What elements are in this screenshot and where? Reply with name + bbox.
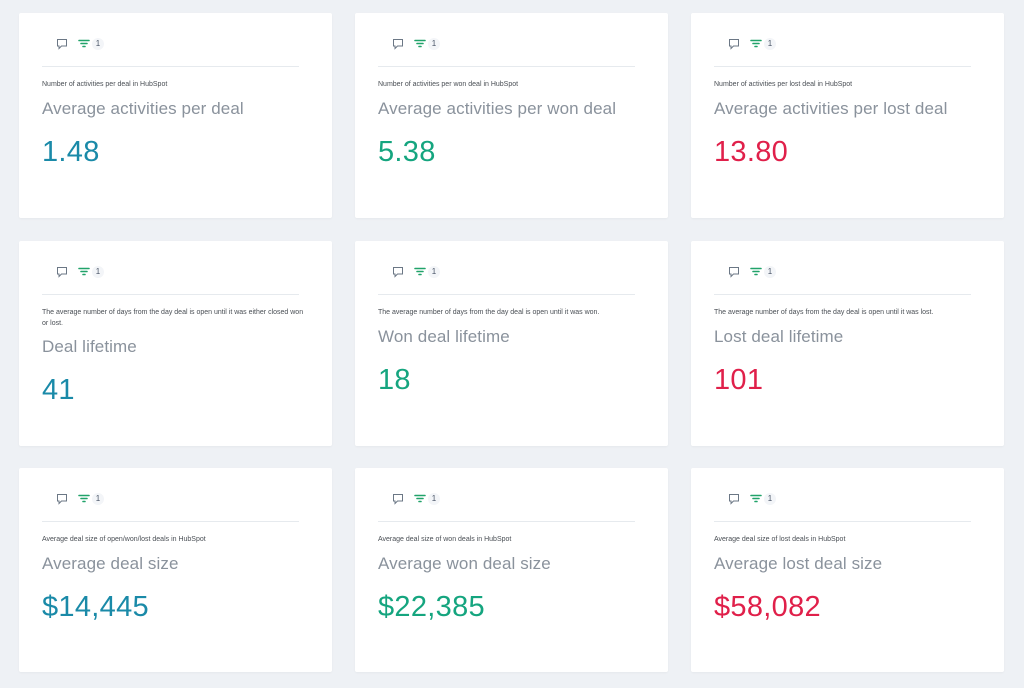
card-title: Deal lifetime: [42, 337, 137, 356]
divider: [714, 66, 971, 67]
filter-count-badge: 1: [764, 38, 776, 50]
card-toolbar: 1: [728, 264, 776, 280]
filter-icon[interactable]: [750, 493, 762, 505]
filter-icon[interactable]: [414, 266, 426, 278]
filter-count-badge: 1: [764, 266, 776, 278]
comment-icon[interactable]: [56, 38, 68, 50]
filter-count-badge: 1: [92, 38, 104, 50]
card-toolbar: 1: [392, 491, 440, 507]
card-lost-deal-lifetime: 1 The average number of days from the da…: [691, 241, 1004, 446]
card-value: 41: [42, 374, 75, 406]
card-average-deal-size: 1 Average deal size of open/won/lost dea…: [19, 468, 332, 672]
card-description: The average number of days from the day …: [714, 309, 934, 316]
card-toolbar: 1: [56, 491, 104, 507]
card-title: Average activities per deal: [42, 99, 244, 118]
card-toolbar: 1: [392, 36, 440, 52]
divider: [42, 66, 299, 67]
comment-icon[interactable]: [728, 493, 740, 505]
card-value: $22,385: [378, 591, 485, 623]
comment-icon[interactable]: [56, 493, 68, 505]
card-value: 13.80: [714, 136, 789, 168]
card-value: $14,445: [42, 591, 149, 623]
card-description: The average number of days from the day …: [42, 309, 304, 327]
filter-count-badge: 1: [92, 266, 104, 278]
card-average-activities-per-won-deal: 1 Number of activities per won deal in H…: [355, 13, 668, 218]
card-toolbar: 1: [392, 264, 440, 280]
filter-count-badge: 1: [764, 493, 776, 505]
filter-icon[interactable]: [78, 38, 90, 50]
comment-icon[interactable]: [392, 266, 404, 278]
card-description: Number of activities per won deal in Hub…: [378, 81, 519, 88]
card-description: Average deal size of won deals in HubSpo…: [378, 536, 512, 543]
card-title: Average deal size: [42, 554, 179, 573]
filter-icon[interactable]: [750, 266, 762, 278]
filter-count-badge: 1: [428, 38, 440, 50]
card-title: Lost deal lifetime: [714, 327, 844, 346]
comment-icon[interactable]: [392, 493, 404, 505]
divider: [378, 521, 635, 522]
card-description: Average deal size of open/won/lost deals…: [42, 536, 206, 543]
filter-icon[interactable]: [78, 493, 90, 505]
card-value: 101: [714, 364, 764, 396]
divider: [42, 521, 299, 522]
card-average-activities-per-lost-deal: 1 Number of activities per lost deal in …: [691, 13, 1004, 218]
card-title: Average activities per lost deal: [714, 99, 948, 118]
filter-icon[interactable]: [78, 266, 90, 278]
card-average-activities-per-deal: 1 Number of activities per deal in HubSp…: [19, 13, 332, 218]
card-deal-lifetime: 1 The average number of days from the da…: [19, 241, 332, 446]
filter-icon[interactable]: [414, 493, 426, 505]
comment-icon[interactable]: [392, 38, 404, 50]
card-title: Average activities per won deal: [378, 99, 617, 118]
comment-icon[interactable]: [56, 266, 68, 278]
divider: [378, 66, 635, 67]
card-won-deal-lifetime: 1 The average number of days from the da…: [355, 241, 668, 446]
divider: [378, 294, 635, 295]
card-toolbar: 1: [56, 264, 104, 280]
card-title: Average won deal size: [378, 554, 551, 573]
card-toolbar: 1: [728, 36, 776, 52]
filter-count-badge: 1: [428, 266, 440, 278]
card-toolbar: 1: [728, 491, 776, 507]
card-description: Number of activities per lost deal in Hu…: [714, 81, 853, 88]
card-value: 18: [378, 364, 411, 396]
card-description: The average number of days from the day …: [378, 309, 600, 316]
divider: [714, 521, 971, 522]
card-average-lost-deal-size: 1 Average deal size of lost deals in Hub…: [691, 468, 1004, 672]
card-average-won-deal-size: 1 Average deal size of won deals in HubS…: [355, 468, 668, 672]
card-description: Number of activities per deal in HubSpot: [42, 81, 168, 88]
card-value: 5.38: [378, 136, 436, 168]
card-title: Won deal lifetime: [378, 327, 510, 346]
filter-count-badge: 1: [428, 493, 440, 505]
card-value: 1.48: [42, 136, 100, 168]
card-title: Average lost deal size: [714, 554, 883, 573]
card-description: Average deal size of lost deals in HubSp…: [714, 536, 846, 543]
card-value: $58,082: [714, 591, 821, 623]
comment-icon[interactable]: [728, 266, 740, 278]
divider: [714, 294, 971, 295]
filter-count-badge: 1: [92, 493, 104, 505]
divider: [42, 294, 299, 295]
filter-icon[interactable]: [414, 38, 426, 50]
card-toolbar: 1: [56, 36, 104, 52]
comment-icon[interactable]: [728, 38, 740, 50]
filter-icon[interactable]: [750, 38, 762, 50]
